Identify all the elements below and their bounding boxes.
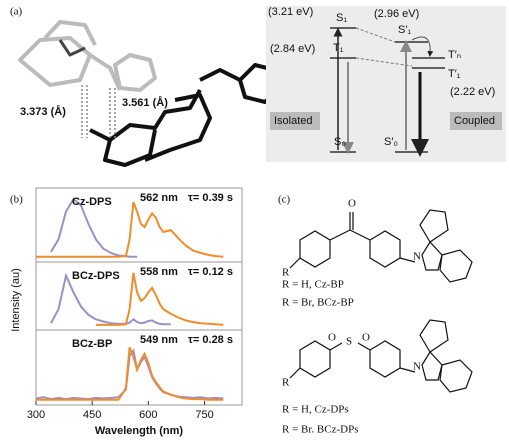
atom-label: R xyxy=(282,377,290,389)
panel-label: (a) xyxy=(10,6,23,18)
diagram-background xyxy=(266,6,506,162)
peak-label: 562 nm xyxy=(140,192,178,204)
atom-label: R xyxy=(282,267,290,279)
atom-label: N xyxy=(413,251,421,263)
spectra-plot: Cz-DPS 562 nm τ= 0.39 s BCz-DPS 558 nm τ= 0.1… xyxy=(27,187,243,437)
lifetime-label: τ= 0.39 s xyxy=(188,192,233,204)
compound-label: Cz-DPS xyxy=(72,196,112,208)
x-tick-label: 300 xyxy=(27,409,45,421)
label-box xyxy=(270,112,320,130)
state-label: T′ₙ xyxy=(448,49,461,61)
state-label: S₀ xyxy=(334,136,346,148)
spectrum-line xyxy=(36,201,224,258)
y-axis-label: Intensity (au) xyxy=(10,268,22,332)
peak-label: 558 nm xyxy=(140,266,178,278)
x-axis-label: Wavelength (nm) xyxy=(95,425,184,437)
compound-label: BCz-BP xyxy=(72,338,112,350)
energy-label: (2.84 eV) xyxy=(270,43,315,55)
lifetime-label: τ= 0.28 s xyxy=(188,334,233,346)
spectrum-line xyxy=(50,197,138,258)
distance-label: 3.561 (Å) xyxy=(122,96,168,109)
state-label: T₁ xyxy=(333,42,344,54)
molecule-sketch xyxy=(18,20,282,167)
panel-label: (b) xyxy=(10,194,23,206)
distance-label: 3.373 (Å) xyxy=(20,105,66,118)
subplot-frame xyxy=(35,329,243,406)
structure-dps xyxy=(289,319,473,393)
state-label: S₁ xyxy=(336,12,347,24)
state-label: T′₁ xyxy=(448,68,461,80)
compound-label: R = H, Cz-BP xyxy=(282,279,344,291)
peak-label: 549 nm xyxy=(140,334,178,346)
transition-arrows xyxy=(333,27,434,157)
spectrum-line xyxy=(95,272,224,326)
x-tick-label: 600 xyxy=(139,409,157,421)
atom-label: N xyxy=(413,361,421,373)
spectrum-line xyxy=(36,347,224,401)
compound-label: R = H, Cz-DPs xyxy=(282,404,349,416)
x-tick-label: 750 xyxy=(195,409,213,421)
box-label: Coupled xyxy=(454,115,495,127)
atom-label: O xyxy=(362,332,370,344)
state-label: S′₀ xyxy=(384,136,398,148)
atom-label: O xyxy=(328,332,336,344)
state-label: S′₁ xyxy=(398,24,411,36)
atom-label: S xyxy=(346,336,352,348)
energy-label: (2.96 eV) xyxy=(374,8,419,20)
dashed-connectors xyxy=(355,27,413,67)
atom-label: O xyxy=(348,198,356,210)
lifetime-label: τ= 0.12 s xyxy=(188,266,233,278)
x-tick-label: 450 xyxy=(83,409,101,421)
box-label: Isolated xyxy=(274,115,313,127)
energy-label: (2.22 eV) xyxy=(450,86,495,98)
structure-bp xyxy=(289,209,473,283)
spectrum-line xyxy=(50,272,171,326)
compound-label: BCz-DPS xyxy=(72,270,120,282)
panel-label: (c) xyxy=(278,194,291,206)
label-box xyxy=(450,112,502,130)
compound-label: R = Br, BCz-BP xyxy=(282,297,354,309)
energy-label: (3.21 eV) xyxy=(268,6,313,18)
compound-label: R = Br. BCz-DPs xyxy=(282,424,359,436)
